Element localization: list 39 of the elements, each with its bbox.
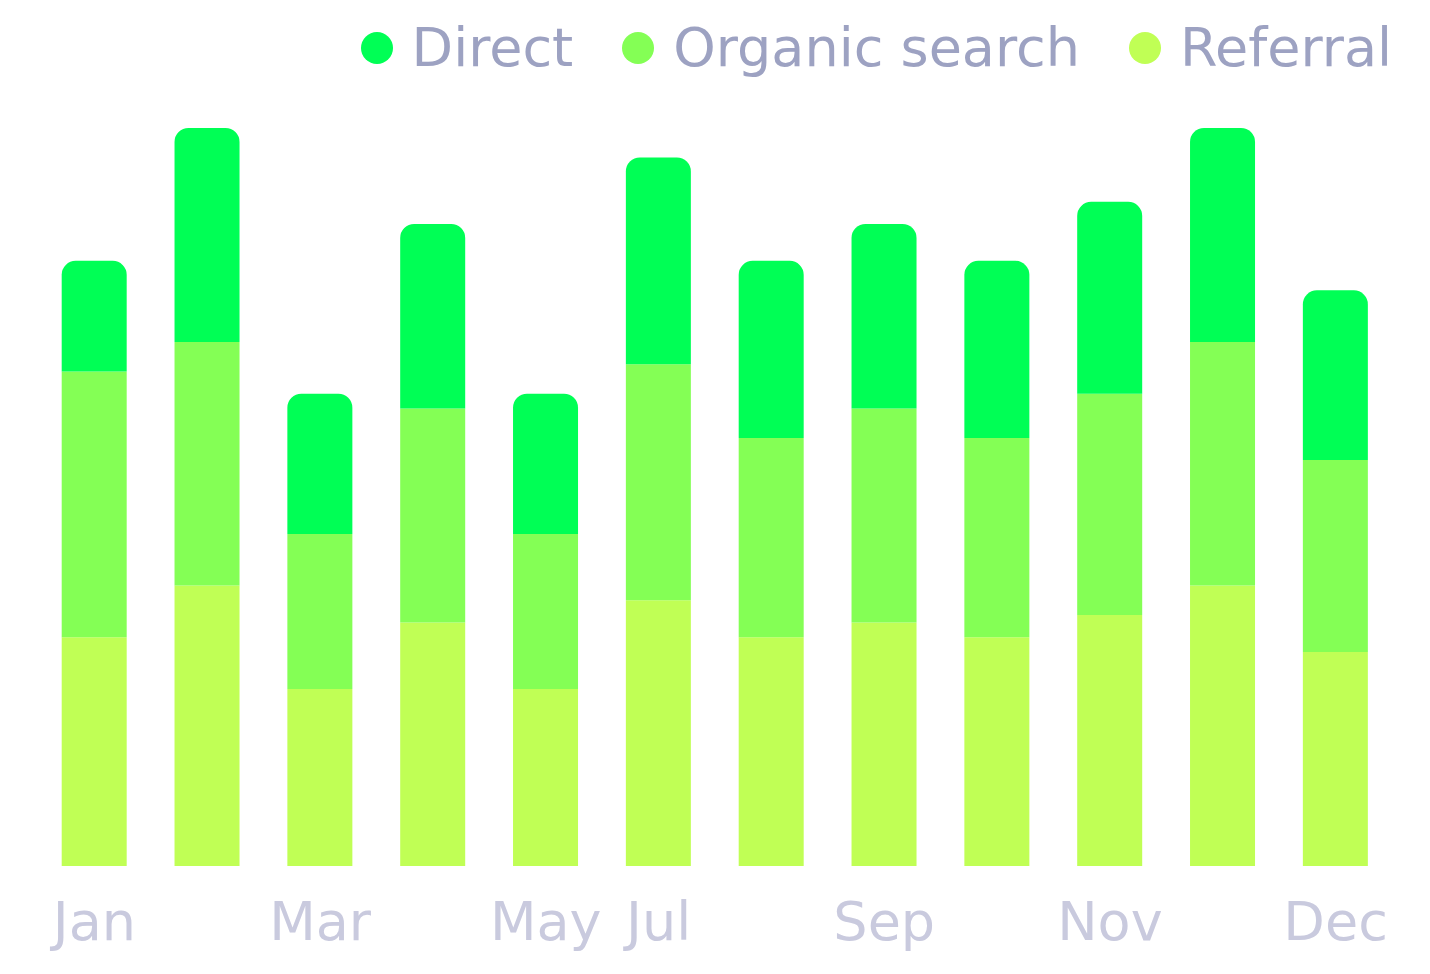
bar — [625, 600, 691, 866]
bar — [964, 260, 1030, 438]
bar — [625, 157, 691, 365]
bar — [400, 223, 466, 409]
bar — [61, 637, 127, 866]
bar — [964, 637, 1030, 866]
bar — [61, 371, 127, 638]
bar — [964, 437, 1030, 638]
bar — [1302, 651, 1368, 866]
bar — [287, 533, 353, 689]
bar — [1077, 393, 1143, 616]
legend-label: Referral — [1179, 16, 1392, 79]
bar — [513, 533, 579, 689]
bar — [174, 585, 240, 866]
bar — [287, 393, 353, 534]
bar — [1190, 342, 1256, 586]
bar — [174, 128, 240, 343]
bar — [1302, 290, 1368, 461]
bar — [851, 223, 917, 409]
bar — [400, 408, 466, 623]
bar — [851, 622, 917, 866]
bar — [625, 364, 691, 601]
bar — [1077, 615, 1143, 866]
legend-label: Organic search — [673, 16, 1080, 79]
bar — [851, 408, 917, 623]
bar — [738, 260, 804, 438]
bar — [1190, 128, 1256, 343]
bar — [513, 393, 579, 534]
legend-label: Direct — [411, 16, 574, 79]
bar — [174, 342, 240, 586]
bar — [1302, 460, 1368, 652]
bar — [287, 688, 353, 866]
bar — [1077, 201, 1143, 394]
bar — [400, 622, 466, 866]
bar — [1190, 585, 1256, 866]
bar — [513, 688, 579, 866]
bar — [738, 637, 804, 866]
bar — [61, 260, 127, 372]
bar — [738, 437, 804, 638]
